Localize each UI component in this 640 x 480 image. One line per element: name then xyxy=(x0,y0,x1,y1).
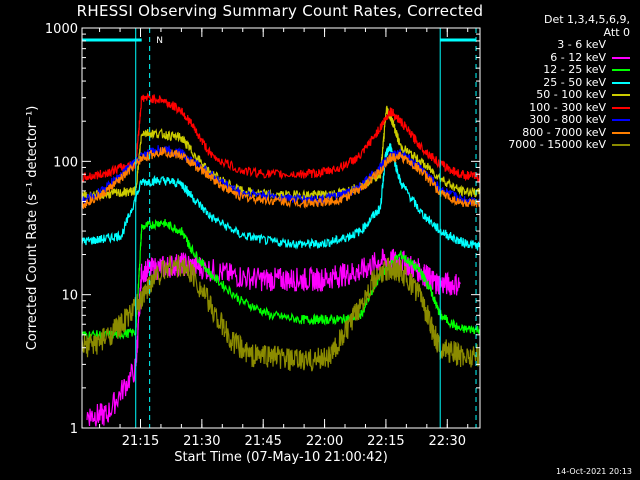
legend-swatch xyxy=(612,131,630,134)
x-tick-label: 22:30 xyxy=(429,434,466,449)
legend-item: 100 - 300 keV xyxy=(508,100,630,115)
plot-frame xyxy=(81,27,481,429)
y-axis-title: Corrected Count Rate (s⁻¹ detector⁻¹) xyxy=(25,106,40,351)
chart-title: RHESSI Observing Summary Count Rates, Co… xyxy=(76,2,484,20)
x-axis-title: Start Time (07-May-10 21:00:42) xyxy=(174,450,388,465)
legend-swatch xyxy=(612,119,630,122)
x-tick-label: 21:45 xyxy=(244,434,281,449)
series-line-8 xyxy=(81,147,481,209)
y-tick-label: 1 xyxy=(70,422,78,437)
y-tick-label: 10 xyxy=(61,289,78,304)
legend-swatch xyxy=(612,43,630,47)
legend-label: 6 - 12 keV xyxy=(550,50,606,64)
legend-item: 6 - 12 keV xyxy=(508,50,630,65)
legend-item: 3 - 6 keV xyxy=(508,38,630,52)
y-tick-label: 1000 xyxy=(45,22,78,37)
series-line-3 xyxy=(81,218,481,340)
x-tick-label: 21:15 xyxy=(122,434,159,449)
legend-label: 7000 - 15000 keV xyxy=(508,138,606,151)
legend-label: 300 - 800 keV xyxy=(529,113,606,126)
legend-label: 100 - 300 keV xyxy=(529,100,606,114)
x-tick-label: 22:15 xyxy=(367,434,404,449)
x-tick-label: 22:00 xyxy=(306,434,343,449)
series-line-6 xyxy=(81,92,481,183)
legend-header-line-2: Att 0 xyxy=(603,25,630,39)
legend-swatch xyxy=(612,69,630,72)
legend-label: 50 - 100 keV xyxy=(536,88,606,101)
legend-label: 800 - 7000 keV xyxy=(522,125,606,139)
series-line-7 xyxy=(81,145,481,206)
series-line-9 xyxy=(81,254,481,372)
legend-item: 300 - 800 keV xyxy=(508,113,630,127)
y-tick-label: 100 xyxy=(53,155,78,170)
legend-label: 3 - 6 keV xyxy=(557,38,606,51)
legend-label: 12 - 25 keV xyxy=(543,63,606,76)
legend-item: 12 - 25 keV xyxy=(508,63,630,77)
legend: Det 1,3,4,5,6,9, Att 0 3 - 6 keV 6 - 12 k… xyxy=(508,13,630,152)
legend-header-line-1: Det 1,3,4,5,6,9, xyxy=(543,13,630,26)
legend-swatch xyxy=(612,81,630,84)
legend-item: 25 - 50 keV xyxy=(508,75,630,90)
x-tick-label: 21:30 xyxy=(183,434,220,449)
series-line-1 xyxy=(81,283,481,430)
legend-swatch xyxy=(612,56,630,59)
legend-item: 800 - 7000 keV xyxy=(508,125,630,140)
footer-date: 14-Oct-2021 20:13 xyxy=(556,467,632,476)
legend-swatch xyxy=(612,106,630,109)
series-line-4 xyxy=(81,143,481,251)
legend-label: 25 - 50 keV xyxy=(543,75,606,89)
series-line-2 xyxy=(86,248,461,427)
legend-item: 50 - 100 keV xyxy=(508,88,630,102)
legend-swatch xyxy=(612,144,630,147)
legend-swatch xyxy=(612,94,630,97)
night-annotation: N xyxy=(156,36,163,46)
legend-item: 7000 - 15000 keV xyxy=(508,138,630,152)
